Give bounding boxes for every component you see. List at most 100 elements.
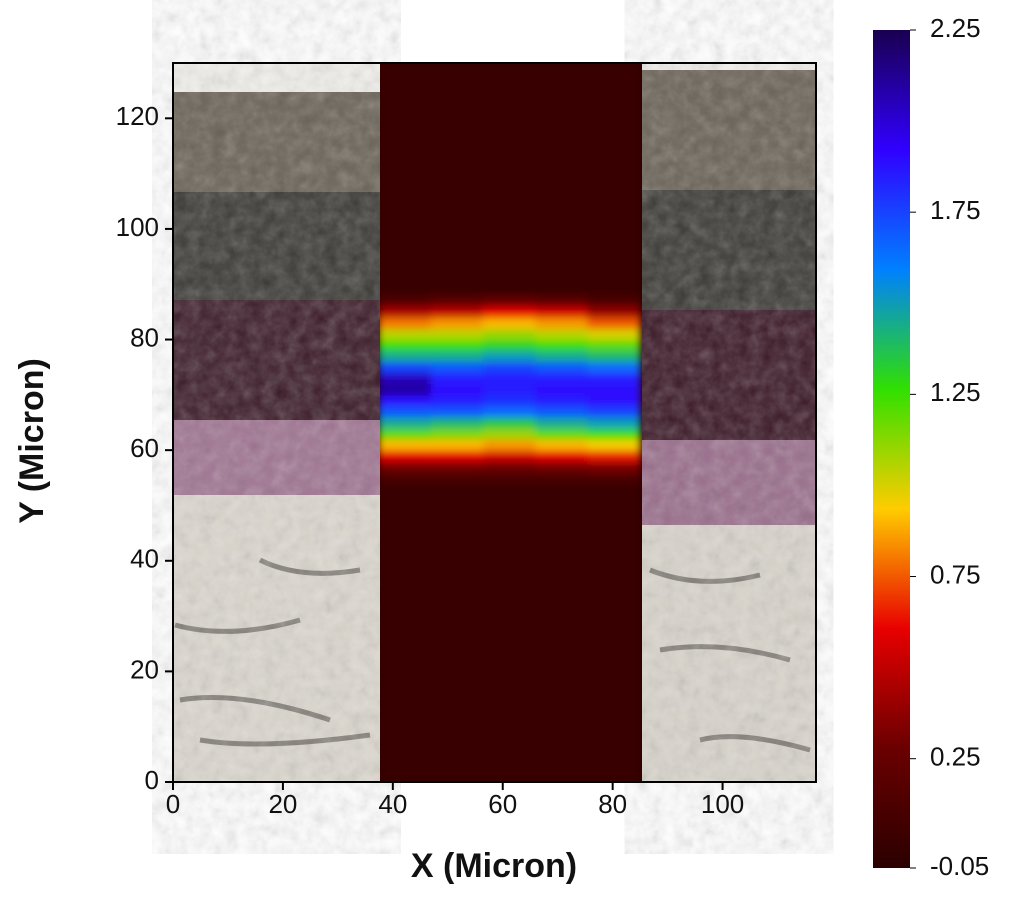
heatmap-cell bbox=[483, 471, 537, 484]
heatmap-cell bbox=[430, 427, 485, 440]
heatmap-cell bbox=[380, 471, 432, 484]
x-tick-label: 60 bbox=[488, 789, 517, 819]
heatmap-cell bbox=[380, 449, 432, 462]
heatmap-cell bbox=[483, 394, 537, 407]
heatmap-cell bbox=[483, 460, 537, 473]
heatmap-cell bbox=[380, 460, 432, 473]
heatmap-cell bbox=[587, 471, 641, 484]
heatmap-cell bbox=[430, 294, 485, 307]
x-tick-label: 80 bbox=[598, 789, 627, 819]
heatmap-cell bbox=[535, 305, 589, 318]
heatmap-cell bbox=[483, 438, 537, 451]
heatmap-cell bbox=[587, 405, 641, 418]
heatmap-cell bbox=[483, 339, 537, 352]
heatmap-cell bbox=[380, 383, 432, 396]
heatmap-cell bbox=[535, 372, 589, 385]
heatmap-cell bbox=[430, 471, 485, 484]
heatmap-cell bbox=[587, 438, 641, 451]
heatmap-cell bbox=[380, 427, 432, 440]
colorbar-tick-label: 1.25 bbox=[930, 377, 981, 407]
heatmap-cell bbox=[380, 482, 432, 782]
heatmap-cell bbox=[380, 339, 432, 352]
y-tick-label: 80 bbox=[130, 322, 159, 352]
heatmap-cell bbox=[430, 438, 485, 451]
heatmap-cell bbox=[430, 361, 485, 374]
heatmap-cell bbox=[587, 361, 641, 374]
heatmap-cell bbox=[483, 427, 537, 440]
heatmap-cell bbox=[587, 63, 641, 296]
heatmap-cell bbox=[430, 394, 485, 407]
heatmap-cell bbox=[483, 449, 537, 462]
heatmap-cell bbox=[380, 294, 432, 307]
y-axis-title: Y (Micron) bbox=[13, 358, 51, 524]
heatmap-cell bbox=[380, 372, 432, 385]
heatmap-cell bbox=[483, 294, 537, 307]
heatmap-cell bbox=[380, 327, 432, 341]
heatmap-cell bbox=[430, 460, 485, 473]
heatmap-cells bbox=[380, 63, 641, 782]
heatmap-cell bbox=[535, 460, 589, 473]
heatmap-cell bbox=[535, 63, 589, 296]
heatmap-cell bbox=[587, 427, 641, 440]
heatmap-cell bbox=[535, 394, 589, 407]
heatmap-cell bbox=[535, 405, 589, 418]
heatmap-cell bbox=[380, 305, 432, 318]
heatmap-cell bbox=[587, 350, 641, 363]
heatmap-cell bbox=[483, 63, 537, 296]
x-tick-label: 0 bbox=[166, 789, 180, 819]
heatmap-cell bbox=[380, 350, 432, 363]
heatmap-cell bbox=[483, 416, 537, 429]
heatmap-cell bbox=[587, 482, 641, 782]
heatmap-cell bbox=[483, 350, 537, 363]
colorbar-tick-label: -0.05 bbox=[930, 851, 989, 881]
heatmap-cell bbox=[430, 416, 485, 429]
y-tick-label: 120 bbox=[116, 101, 159, 131]
heatmap-cell bbox=[535, 350, 589, 363]
heatmap-cell bbox=[535, 471, 589, 484]
colorbar-tick-label: 1.75 bbox=[930, 195, 981, 225]
heatmap-cell bbox=[380, 416, 432, 429]
heatmap-cell bbox=[483, 305, 537, 318]
colorbar-tick-label: 0.75 bbox=[930, 559, 981, 589]
heatmap-cell bbox=[587, 383, 641, 396]
heatmap-cell bbox=[430, 372, 485, 385]
heatmap-cell bbox=[535, 294, 589, 307]
heatmap-cell bbox=[483, 372, 537, 385]
heatmap-cell bbox=[587, 372, 641, 385]
heatmap-cell bbox=[587, 416, 641, 429]
colorbar bbox=[873, 30, 910, 868]
heatmap-cell bbox=[430, 305, 485, 318]
heatmap-cell bbox=[430, 316, 485, 329]
colorbar-tick-label: 0.25 bbox=[930, 742, 981, 772]
heatmap-cell bbox=[483, 405, 537, 418]
heatmap-cell bbox=[535, 449, 589, 462]
heatmap-cell bbox=[380, 438, 432, 451]
heatmap-cell bbox=[380, 405, 432, 418]
y-tick-label: 20 bbox=[130, 654, 159, 684]
heatmap-cell bbox=[483, 316, 537, 329]
heatmap-cell bbox=[587, 316, 641, 329]
y-tick-label: 40 bbox=[130, 544, 159, 574]
heatmap-cell bbox=[430, 63, 485, 296]
heatmap-cell bbox=[535, 482, 589, 782]
y-tick-label: 100 bbox=[116, 212, 159, 242]
heatmap-cell bbox=[535, 316, 589, 329]
y-tick-label: 0 bbox=[145, 765, 159, 795]
heatmap-cell bbox=[380, 316, 432, 329]
heatmap-cell bbox=[535, 339, 589, 352]
heatmap-cell bbox=[483, 482, 537, 782]
heatmap-cell bbox=[587, 327, 641, 341]
x-tick-label: 100 bbox=[701, 789, 744, 819]
micrograph bbox=[173, 63, 816, 782]
y-tick-label: 60 bbox=[130, 433, 159, 463]
x-tick-label: 20 bbox=[268, 789, 297, 819]
heatmap-cell bbox=[587, 305, 641, 318]
heatmap-cell bbox=[483, 361, 537, 374]
heatmap-cell bbox=[587, 460, 641, 473]
heatmap-cell bbox=[430, 350, 485, 363]
heatmap-cell bbox=[587, 339, 641, 352]
heatmap-cell bbox=[535, 327, 589, 341]
heatmap-cell bbox=[535, 383, 589, 396]
